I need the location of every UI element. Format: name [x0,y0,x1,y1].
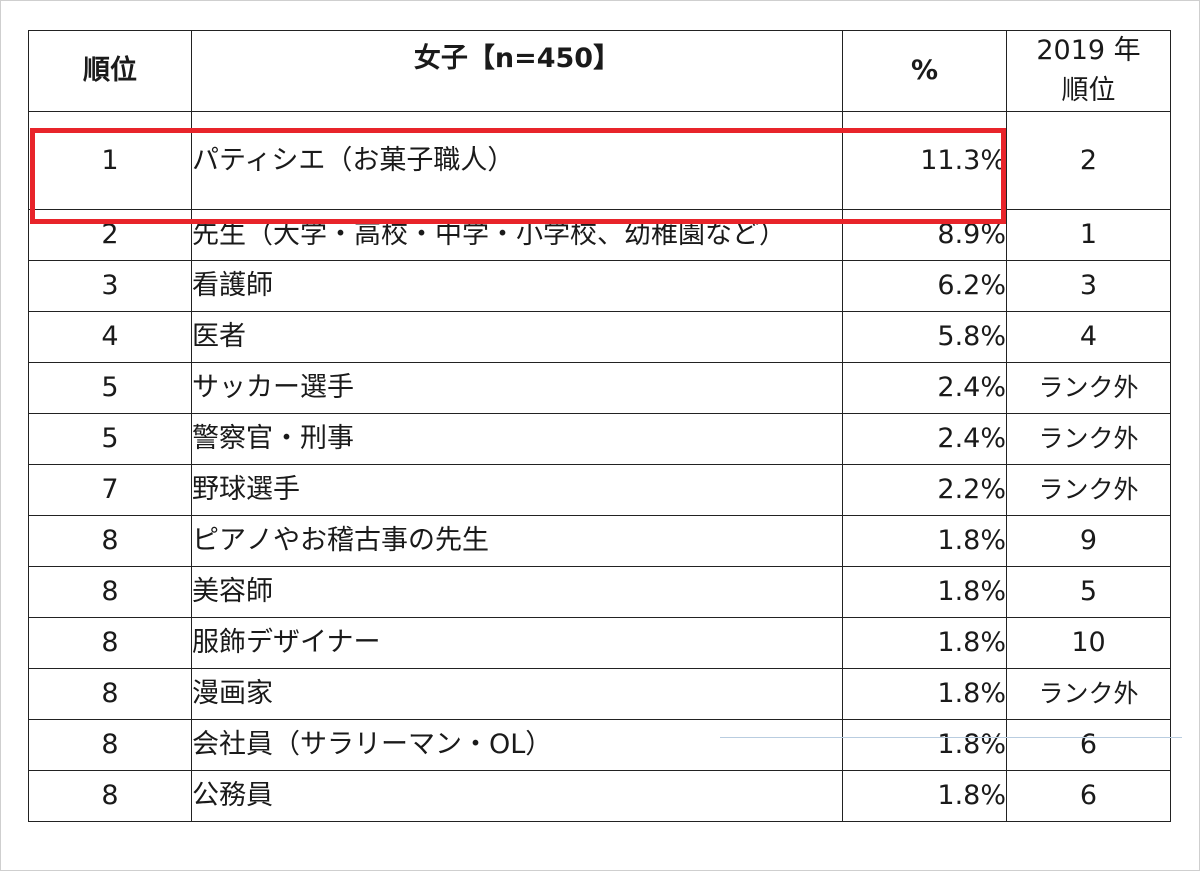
percent-cell: 5.8% [842,311,1007,363]
percent-cell: 1.8% [842,515,1007,567]
prev-rank-cell: 5 [1006,566,1171,618]
job-cell: 漫画家 [191,668,843,720]
table-row: 5 サッカー選手 2.4% ランク外 [28,362,1171,414]
job-cell: 警察官・刑事 [191,413,843,465]
prev-rank-cell: ランク外 [1006,362,1171,414]
job-cell: ピアノやお稽古事の先生 [191,515,843,567]
rank-cell: 8 [28,719,192,771]
percent-cell: 1.8% [842,617,1007,669]
table-row: 1 パティシエ（お菓子職人） 11.3% 2 [28,111,1171,210]
table-row: 5 警察官・刑事 2.4% ランク外 [28,413,1171,465]
percent-cell: 2.4% [842,362,1007,414]
header-2019-year: 2019 年 [1036,35,1141,66]
job-cell: 看護師 [191,260,843,312]
prev-rank-cell: 6 [1006,770,1171,822]
prev-rank-cell: 10 [1006,617,1171,669]
header-job: 女子【n=450】 [191,30,843,112]
header-2019-rank-label: 順位 [1061,75,1116,106]
percent-cell: 11.3% [842,111,1007,210]
table-row: 8 公務員 1.8% 6 [28,770,1171,822]
rank-cell: 5 [28,362,192,414]
rank-cell: 8 [28,668,192,720]
percent-cell: 1.8% [842,719,1007,771]
table-row: 8 服飾デザイナー 1.8% 10 [28,617,1171,669]
table-row: 7 野球選手 2.2% ランク外 [28,464,1171,516]
divider-line [720,737,1182,738]
job-cell: パティシエ（お菓子職人） [191,111,843,210]
prev-rank-cell: 3 [1006,260,1171,312]
job-cell: 先生（大学・高校・中学・小学校、幼稚園など） [191,209,843,261]
rank-cell: 1 [28,111,192,210]
percent-cell: 2.2% [842,464,1007,516]
ranking-table: 順位 女子【n=450】 % 2019 年 順位 1 パティシエ（お菓子職人） 11… [28,30,1171,822]
table-row: 3 看護師 6.2% 3 [28,260,1171,312]
job-cell: 美容師 [191,566,843,618]
job-cell: 公務員 [191,770,843,822]
job-cell: サッカー選手 [191,362,843,414]
prev-rank-cell: ランク外 [1006,668,1171,720]
prev-rank-cell: ランク外 [1006,413,1171,465]
job-cell: 服飾デザイナー [191,617,843,669]
job-cell: 医者 [191,311,843,363]
rank-cell: 8 [28,566,192,618]
rank-cell: 2 [28,209,192,261]
table-row: 2 先生（大学・高校・中学・小学校、幼稚園など） 8.9% 1 [28,209,1171,261]
prev-rank-cell: 6 [1006,719,1171,771]
table-row: 4 医者 5.8% 4 [28,311,1171,363]
job-cell: 会社員（サラリーマン・OL） [191,719,843,771]
rank-cell: 8 [28,770,192,822]
prev-rank-cell: 4 [1006,311,1171,363]
job-cell: 野球選手 [191,464,843,516]
prev-rank-cell: 2 [1006,111,1171,210]
prev-rank-cell: 9 [1006,515,1171,567]
rank-cell: 5 [28,413,192,465]
header-percent: % [842,30,1007,112]
header-row: 順位 女子【n=450】 % 2019 年 順位 [28,30,1171,112]
header-rank: 順位 [28,30,192,112]
table-row: 8 美容師 1.8% 5 [28,566,1171,618]
header-2019-rank: 2019 年 順位 [1006,30,1171,112]
prev-rank-cell: ランク外 [1006,464,1171,516]
table-row: 8 会社員（サラリーマン・OL） 1.8% 6 [28,719,1171,771]
table-row: 8 漫画家 1.8% ランク外 [28,668,1171,720]
percent-cell: 1.8% [842,566,1007,618]
percent-cell: 8.9% [842,209,1007,261]
rank-cell: 4 [28,311,192,363]
rank-cell: 3 [28,260,192,312]
rank-cell: 8 [28,515,192,567]
prev-rank-cell: 1 [1006,209,1171,261]
percent-cell: 1.8% [842,770,1007,822]
rank-cell: 7 [28,464,192,516]
table-row: 8 ピアノやお稽古事の先生 1.8% 9 [28,515,1171,567]
percent-cell: 2.4% [842,413,1007,465]
percent-cell: 1.8% [842,668,1007,720]
rank-cell: 8 [28,617,192,669]
percent-cell: 6.2% [842,260,1007,312]
